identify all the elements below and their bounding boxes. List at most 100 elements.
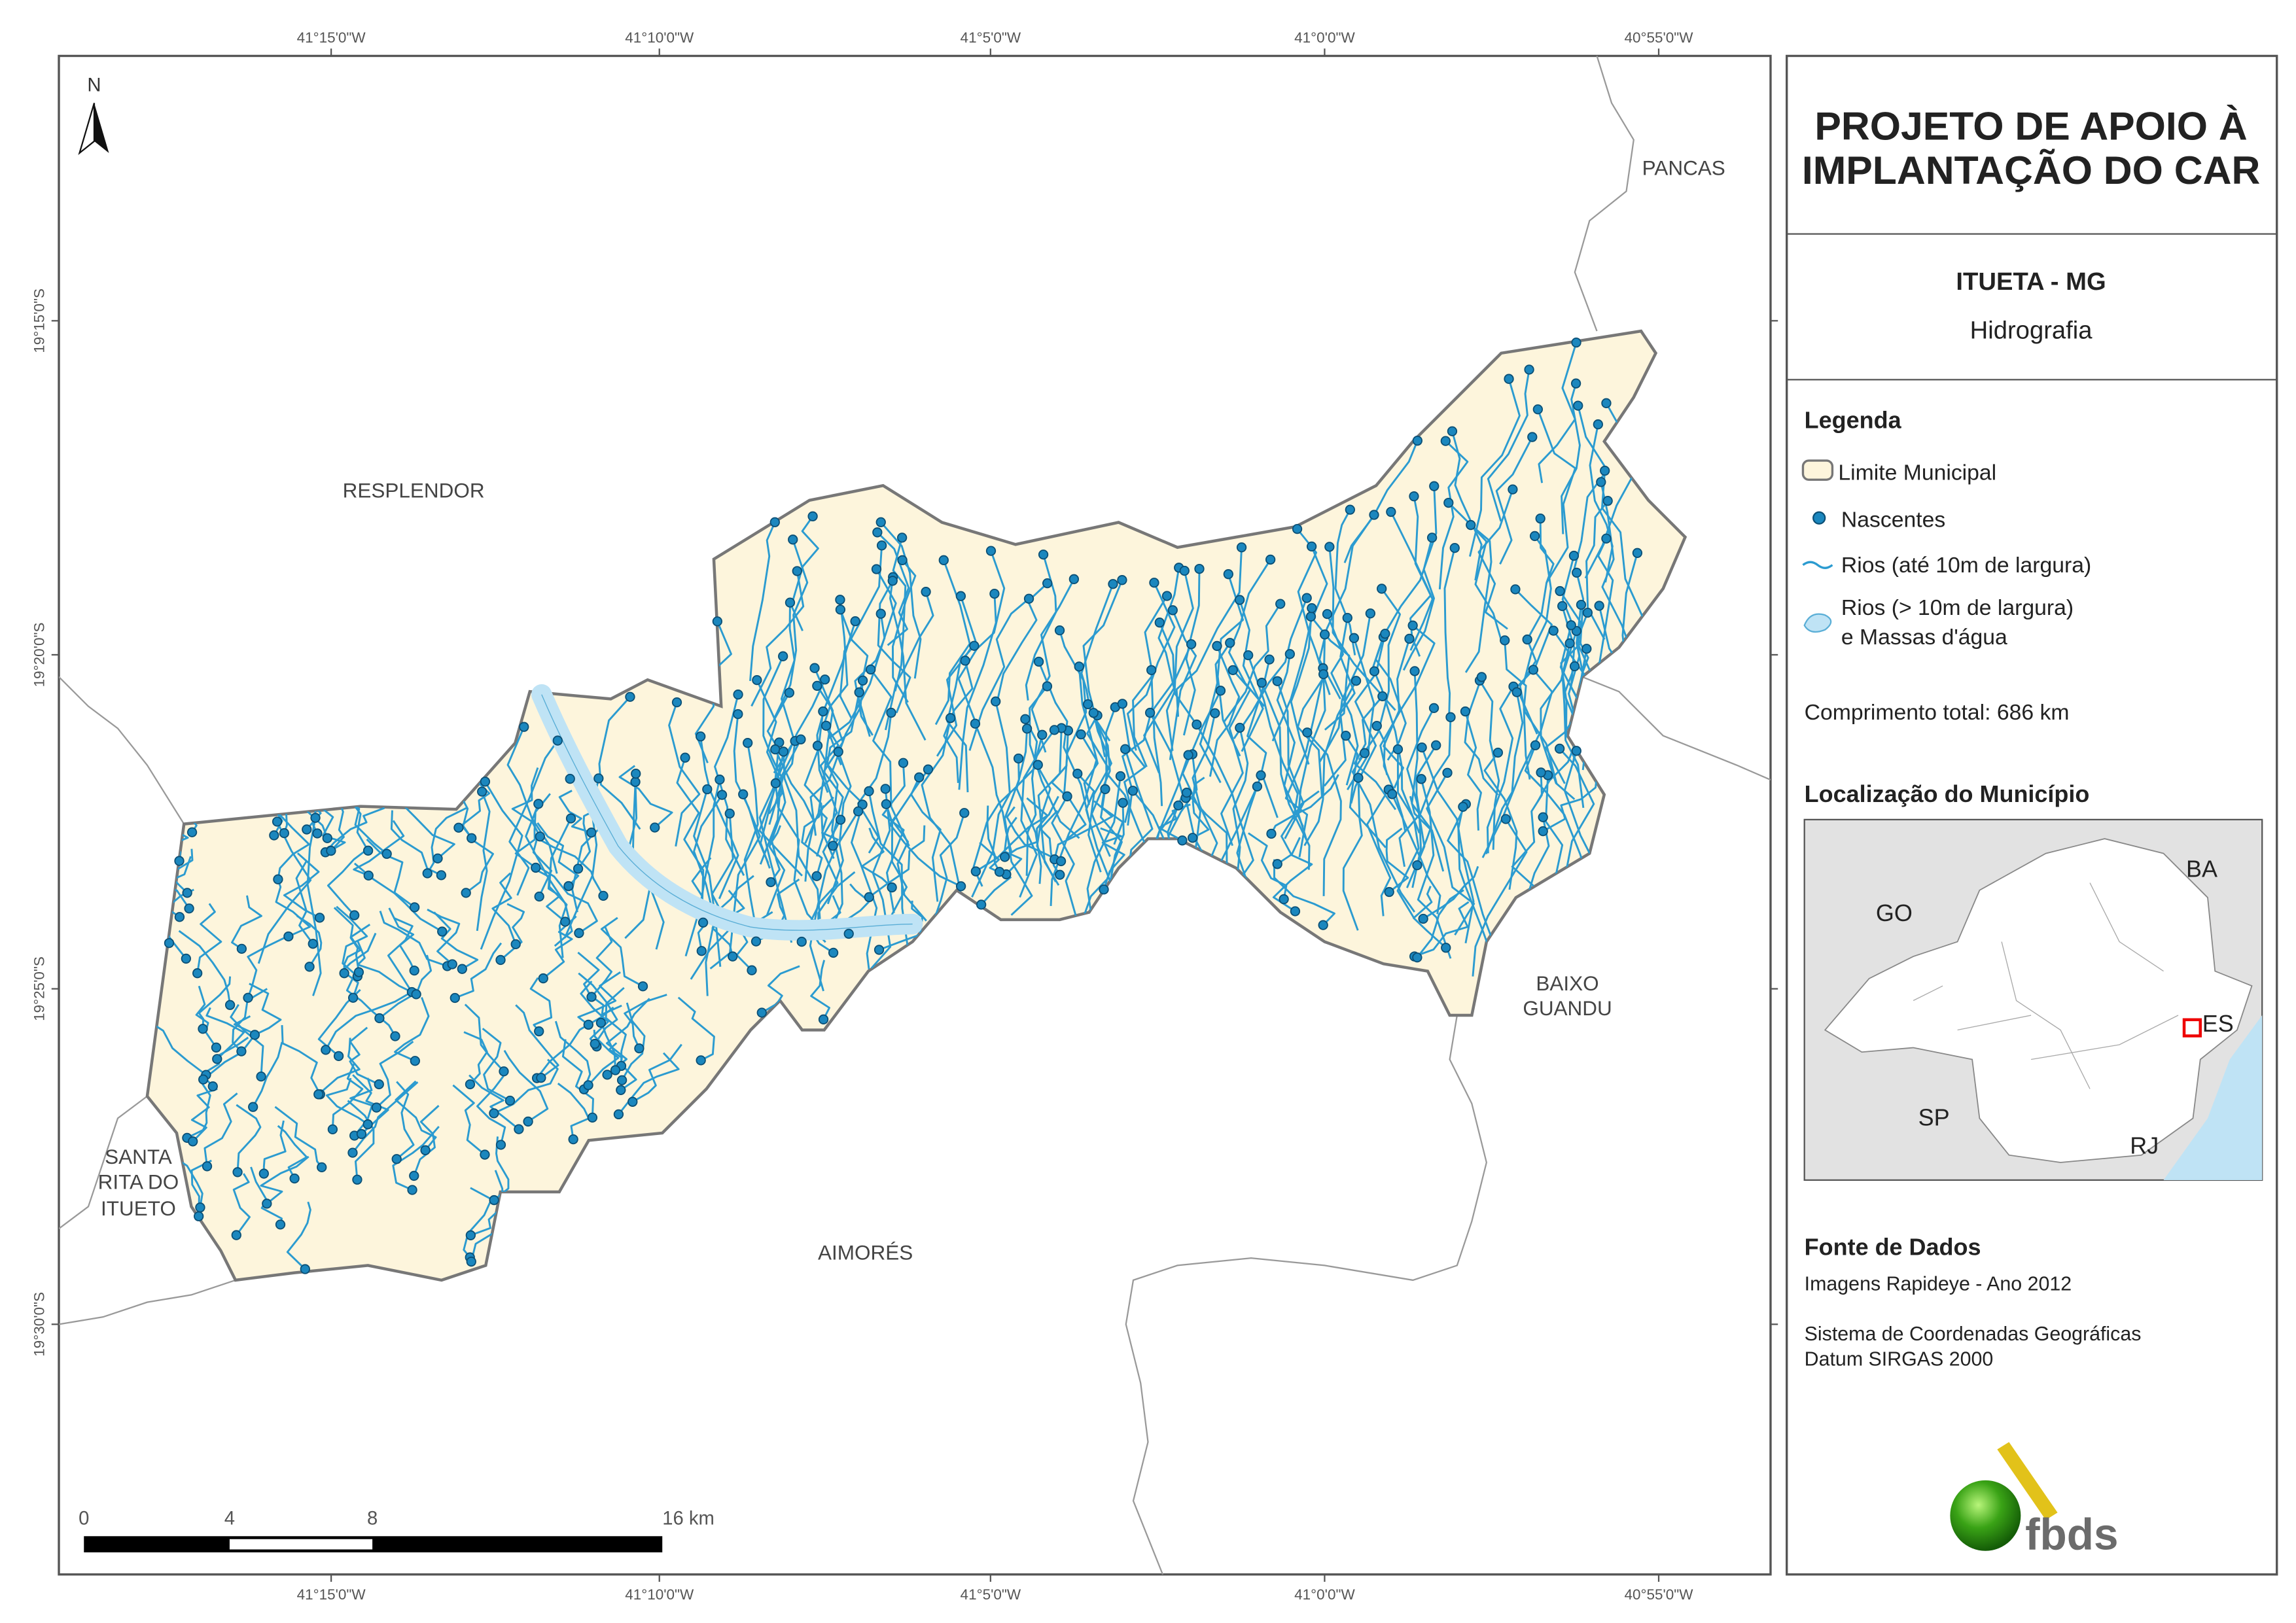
river (804, 667, 834, 844)
spring (314, 913, 325, 923)
river (1523, 535, 1552, 684)
river (1053, 800, 1114, 860)
river (1031, 578, 1075, 753)
river (884, 769, 929, 928)
river (1306, 731, 1342, 896)
spring (466, 1256, 476, 1267)
spring (467, 833, 477, 843)
spring (1319, 629, 1330, 640)
river (232, 1173, 251, 1236)
spring (1322, 608, 1333, 620)
spring (322, 833, 332, 843)
spring (1301, 593, 1312, 603)
river (1004, 758, 1033, 916)
spring (598, 890, 609, 901)
scale-label: 8 (367, 1508, 378, 1529)
spring (1055, 869, 1065, 880)
river (577, 807, 601, 869)
river (1383, 638, 1411, 789)
spring (896, 532, 908, 543)
spring (1532, 404, 1543, 415)
neighbour-boundaries (59, 56, 1771, 1575)
spring (1535, 514, 1545, 524)
spring (989, 588, 1000, 599)
spring (853, 806, 864, 816)
spring (174, 912, 185, 922)
river (1157, 567, 1199, 727)
source-line: Sistema de Coordenadas Geográficas (1805, 1323, 2142, 1345)
spring (1564, 638, 1575, 649)
spring (1426, 532, 1438, 543)
theme: Hidrografia (1970, 316, 2093, 344)
spring (1275, 599, 1286, 609)
river (1464, 711, 1482, 831)
spring (1412, 436, 1422, 446)
spring (272, 816, 283, 827)
total-length: Comprimento total: 686 km (1805, 700, 2070, 725)
spring (1088, 708, 1099, 718)
spring (1188, 833, 1198, 843)
place-label: AIMORÉS (818, 1240, 913, 1264)
coord-label: 41°15'0"W (297, 1586, 366, 1603)
spring (1416, 774, 1426, 784)
river (1016, 728, 1042, 884)
river (1284, 674, 1325, 858)
spring (1272, 859, 1282, 869)
spring (194, 1211, 204, 1221)
spring (1120, 744, 1131, 754)
spring (1021, 724, 1033, 734)
spring (1290, 906, 1301, 916)
spring (224, 1000, 236, 1010)
scale-label: 16 km (662, 1508, 715, 1529)
river (1486, 686, 1515, 854)
river (1472, 818, 1528, 977)
spring (519, 722, 529, 732)
spring (970, 718, 981, 729)
spring (820, 674, 830, 685)
river (1050, 733, 1098, 906)
spring (535, 831, 545, 842)
river (1039, 810, 1061, 876)
spring (792, 566, 802, 576)
spring (938, 555, 949, 565)
spring (211, 1042, 222, 1053)
river (868, 825, 926, 898)
spring (565, 813, 576, 824)
river (1487, 369, 1530, 522)
spring (1033, 656, 1044, 667)
river (1347, 637, 1375, 790)
spring (321, 1045, 331, 1055)
spring (959, 808, 970, 818)
river (281, 1025, 321, 1095)
legend-item: Limite Municipal (1838, 460, 1996, 485)
spring (258, 1168, 269, 1179)
spring (510, 939, 521, 950)
river (1025, 554, 1057, 701)
river (476, 791, 491, 932)
river (1426, 772, 1475, 935)
spring (495, 954, 506, 966)
spring (887, 576, 898, 586)
spring (1504, 374, 1514, 384)
spring (273, 874, 283, 884)
river (341, 932, 377, 998)
river (349, 1026, 380, 1085)
spring (410, 902, 420, 913)
river (1479, 680, 1500, 850)
spring (716, 790, 728, 800)
spring (1279, 894, 1289, 905)
river (1375, 725, 1407, 833)
spring (465, 1230, 476, 1240)
river (1495, 436, 1534, 565)
river (1105, 707, 1158, 870)
river (618, 765, 673, 829)
spring (778, 651, 788, 661)
spring (994, 867, 1005, 877)
spring (304, 962, 315, 972)
spring (1038, 550, 1049, 560)
river (773, 602, 796, 774)
river (668, 702, 701, 847)
river (1589, 424, 1614, 583)
spring (1042, 578, 1053, 589)
spring (1528, 665, 1539, 675)
